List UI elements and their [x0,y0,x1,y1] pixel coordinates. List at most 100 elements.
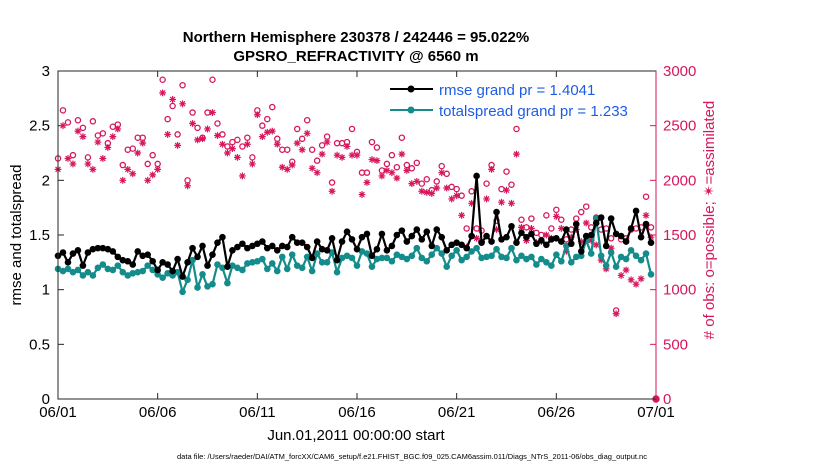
x-tick-label: 06/26 [538,404,576,421]
obs-possible-point [423,175,431,183]
spread-point [64,265,72,273]
rmse-point [104,245,112,253]
right-y-tick-label: 3000 [663,63,696,80]
obs-assimilated-point [298,146,306,154]
rmse-point [64,259,72,266]
rmse-point [174,255,181,263]
spread-point [119,268,127,276]
legend-rmse-marker [407,85,415,93]
obs-assimilated-point [617,272,625,279]
spread-point [298,264,306,272]
rmse-point [159,259,166,266]
obs-assimilated-point [308,164,316,172]
obs-assimilated-point [234,153,241,161]
spread-point [548,262,555,269]
obs-assimilated-point [318,150,326,158]
obs-possible-point [558,216,565,223]
spread-point [498,253,505,261]
obs-assimilated-point [169,96,177,103]
rmse-point [383,247,391,254]
obs-possible-point [647,224,655,231]
obs-assimilated-point [74,127,82,135]
obs-assimilated-point [229,145,236,153]
obs-assimilated-point [64,155,72,162]
rmse-point [513,239,520,246]
obs-assimilated-point [552,213,560,220]
rmse-point [69,250,77,257]
spread-point [229,262,236,269]
obs-possible-point [363,169,371,176]
rmse-point [413,226,421,233]
rmse-point [567,240,575,248]
legend-spread-label: totalspread grand pr = 1.233 [439,103,628,120]
obs-assimilated-point [129,170,137,178]
obs-assimilated-point [562,248,570,255]
x-tick-label: 07/01 [637,404,675,421]
rmse-point [254,240,261,248]
spread-point [558,257,565,265]
rmse-point [308,254,316,262]
obs-assimilated-point [124,166,132,173]
spread-point [149,266,156,274]
obs-possible-point [308,146,316,153]
spread-point [308,267,316,275]
obs-assimilated-point [209,109,216,116]
rmse-point [463,244,470,252]
spread-point [209,280,216,288]
obs-possible-point [553,206,560,214]
spread-point [328,249,336,256]
obs-assimilated-point [468,199,476,207]
left-y-tick-label: 1.5 [29,227,50,244]
plot-area [58,71,656,399]
rmse-point [328,234,336,242]
right-y-tick-label: 2000 [663,172,696,189]
spread-point [194,284,201,291]
obs-possible-point [219,131,226,138]
x-axis-label: Jun.01,2011 00:00:00 start [267,427,445,444]
spread-point [632,252,640,260]
obs-possible-point [508,181,515,188]
rmse-point [473,172,480,180]
rmse-point [428,242,436,250]
obs-possible-point [388,151,396,159]
obs-possible-point [528,215,535,222]
obs-assimilated-point [164,131,172,138]
obs-assimilated-point [144,176,152,184]
rmse-point [558,238,565,245]
obs-possible-point [84,154,92,161]
obs-assimilated-point [214,132,221,139]
obs-assimilated-point [368,156,376,163]
obs-assimilated-point [488,166,495,173]
rmse-point [358,233,366,241]
spread-point [254,257,261,265]
legend: rmse grand pr = 1.4041 totalspread grand… [390,82,628,120]
rmse-point [94,244,102,252]
spread-point [114,262,122,269]
rmse-point [184,259,191,266]
obs-assimilated-point [348,151,356,159]
x-tick-label: 06/11 [239,404,275,421]
spread-point [607,249,615,256]
obs-assimilated-point [358,191,366,198]
spread-point [239,266,246,274]
spread-point [433,244,441,252]
obs-assimilated-point [458,211,466,219]
obs-assimilated-point [637,275,645,283]
obs-assimilated-point [433,184,441,192]
obs-assimilated-point [104,144,112,151]
rmse-point [194,253,201,261]
obs-possible-point [89,118,97,125]
rmse-point [543,241,550,249]
spread-point [259,255,266,263]
spread-point [528,253,535,261]
spread-point [59,267,67,275]
rmse-point [393,231,401,239]
obs-possible-point [99,130,107,137]
obs-possible-point [368,138,376,146]
obs-assimilated-point [174,141,181,149]
obs-assimilated-point [607,244,615,252]
rmse-point [488,238,495,245]
spread-point [523,255,530,263]
rmse-point [368,252,376,260]
spread-point [508,244,515,252]
